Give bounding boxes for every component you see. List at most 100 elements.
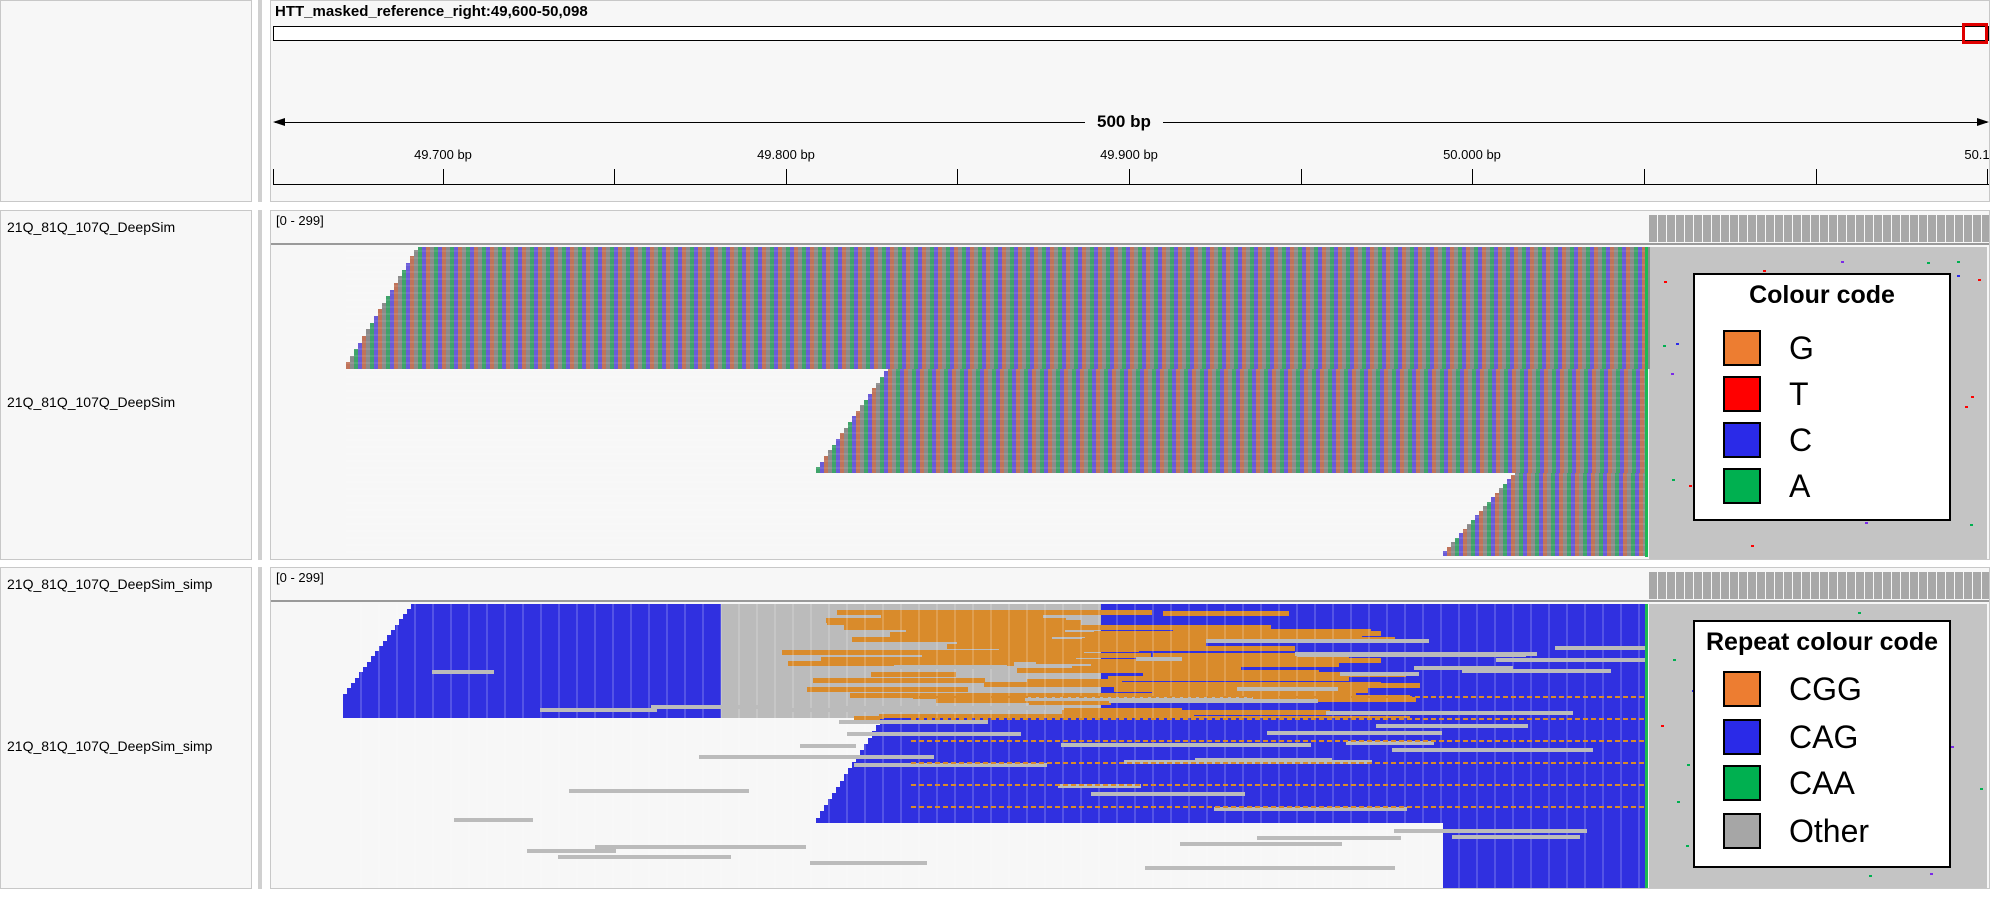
panel-divider[interactable] [258, 0, 262, 202]
coverage-bar [1658, 572, 1666, 599]
current-region-box[interactable] [1962, 23, 1988, 44]
base-stripe [1476, 369, 1480, 473]
cgg-dash [1247, 784, 1252, 786]
coverage-bar [1748, 572, 1756, 599]
base-stripe [1515, 473, 1519, 556]
cag-stripe [551, 604, 555, 718]
coverage-bar [1910, 215, 1918, 242]
chromosome-ideogram[interactable] [273, 26, 1989, 41]
cgg-dash [1151, 696, 1156, 698]
cgg-dash [1295, 696, 1300, 698]
base-stripe [798, 247, 802, 369]
base-stripe [1528, 369, 1532, 473]
cag-stripe [1600, 718, 1604, 823]
track2-alignment-name[interactable]: 21Q_81Q_107Q_DeepSim_simp [7, 738, 213, 754]
cag-stripe [1523, 823, 1527, 888]
cgg-dash [1543, 806, 1548, 808]
cag-stripe [647, 604, 651, 718]
cag-stripe [904, 718, 908, 823]
track1-coverage-name[interactable]: 21Q_81Q_107Q_DeepSim [7, 219, 176, 235]
base-stripe [1268, 369, 1272, 473]
base-stripe [1130, 247, 1134, 369]
base-stripe [1543, 473, 1547, 556]
base-stripe [626, 247, 630, 369]
base-stripe [1475, 515, 1479, 556]
base-stripe [502, 247, 506, 369]
cag-stripe [1120, 718, 1124, 823]
cag-stripe [399, 619, 403, 718]
base-stripe [1202, 247, 1206, 369]
cag-stripe [1515, 823, 1519, 888]
coverage-bar [1829, 572, 1837, 599]
cag-stripe [920, 718, 924, 823]
base-stripe [498, 247, 502, 369]
track2-coverage-name[interactable]: 21Q_81Q_107Q_DeepSim_simp [7, 576, 213, 592]
cgg-dash [1375, 696, 1380, 698]
cag-stripe [1104, 718, 1108, 823]
cag-stripe [379, 646, 383, 718]
cag-stripe [451, 604, 455, 718]
base-stripe [902, 247, 906, 369]
base-stripe [1588, 369, 1592, 473]
track1-alignment-name[interactable]: 21Q_81Q_107Q_DeepSim [7, 394, 176, 410]
base-stripe [1086, 247, 1090, 369]
cgg-segment [1029, 700, 1111, 705]
base-stripe [1486, 247, 1490, 369]
cgg-dash [1543, 696, 1548, 698]
cag-stripe [1172, 718, 1176, 823]
base-stripe [1512, 369, 1516, 473]
cgg-segment [852, 637, 1052, 642]
coverage-bar [1667, 215, 1675, 242]
cag-stripe [1092, 718, 1096, 823]
cgg-dash [1463, 784, 1468, 786]
cgg-dash [1551, 740, 1556, 742]
base-stripe [1526, 247, 1530, 369]
cgg-dash [967, 718, 972, 720]
track2-panel: [0 - 299] Repeat colour code CGG CAG CAA… [270, 567, 1990, 889]
mismatch-tick [1957, 261, 1960, 263]
mismatch-tick [1672, 479, 1675, 481]
cag-stripe [1607, 823, 1611, 888]
base-stripe [1030, 247, 1034, 369]
boundary-marker [1645, 604, 1648, 888]
cag-stripe [1596, 718, 1600, 823]
base-stripe [1270, 247, 1274, 369]
base-stripe [1618, 247, 1622, 369]
cgg-dash [1423, 762, 1428, 764]
cag-stripe [1488, 718, 1492, 823]
panel-divider[interactable] [258, 210, 262, 560]
cgg-dash [1559, 718, 1564, 720]
cag-stripe [1144, 718, 1148, 823]
base-stripe [896, 369, 900, 473]
coverage-bar [1802, 572, 1810, 599]
other-read [1206, 639, 1429, 643]
base-stripe [872, 388, 876, 473]
cgg-dash [1599, 762, 1604, 764]
cag-stripe [1592, 718, 1596, 823]
cgg-dash [1527, 784, 1532, 786]
cag-stripe [896, 718, 900, 823]
cgg-dash [1551, 696, 1556, 698]
cag-stripe [687, 604, 691, 718]
cgg-segment [1082, 638, 1294, 643]
cag-stripe [675, 604, 679, 718]
base-stripe [1619, 473, 1623, 556]
base-stripe [362, 336, 366, 369]
cgg-dash [1463, 762, 1468, 764]
cag-stripe [1604, 718, 1608, 823]
base-stripe [1042, 247, 1046, 369]
base-stripe [398, 276, 402, 369]
cgg-dash [927, 740, 932, 742]
panel-divider[interactable] [258, 567, 262, 889]
base-stripe [1234, 247, 1238, 369]
cgg-dash [1599, 806, 1604, 808]
cag-stripe [876, 725, 880, 823]
base-stripe [1424, 369, 1428, 473]
cgg-dash [1631, 806, 1636, 808]
base-stripe [1620, 369, 1624, 473]
base-stripe [916, 369, 920, 473]
base-stripe [830, 247, 834, 369]
base-stripe [1530, 247, 1534, 369]
coverage-bar [1982, 215, 1989, 242]
base-stripe [1460, 369, 1464, 473]
